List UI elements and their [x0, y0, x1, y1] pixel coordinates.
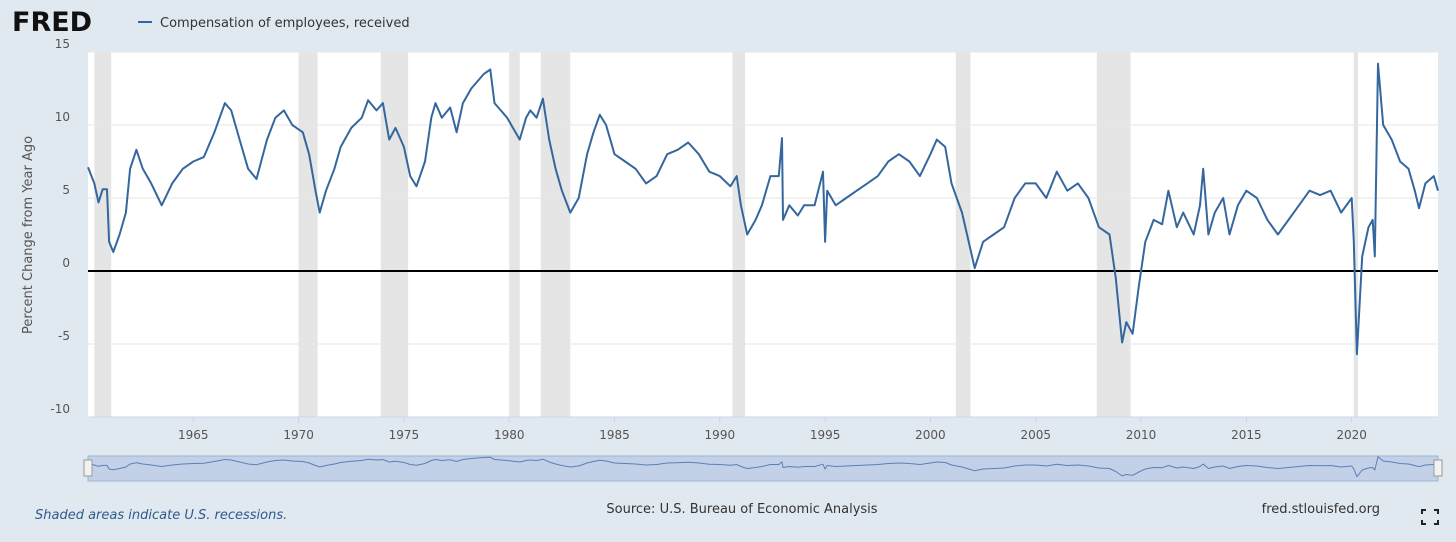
recession-band — [298, 52, 318, 417]
fullscreen-icon[interactable] — [1421, 509, 1439, 525]
y-axis-label: Percent Change from Year Ago — [21, 136, 36, 334]
x-tick-label: 1995 — [810, 428, 841, 442]
source: Source: U.S. Bureau of Economic Analysis — [606, 502, 877, 517]
y-tick-label: 10 — [55, 110, 70, 124]
recession-band — [94, 52, 112, 417]
logo: FRED — [12, 7, 92, 38]
x-tick-label: 1975 — [389, 428, 420, 442]
x-tick-label: 1990 — [705, 428, 736, 442]
x-tick-label: 2015 — [1231, 428, 1262, 442]
navigator-handle[interactable] — [83, 459, 93, 477]
y-tick-label: 5 — [62, 183, 70, 197]
x-tick-label: 2005 — [1020, 428, 1051, 442]
navigator — [87, 455, 1439, 482]
y-tick-label: -10 — [50, 402, 70, 416]
x-tick-label: 1970 — [283, 428, 314, 442]
legend-label: Compensation of employees, received — [160, 16, 410, 31]
navigator-handle[interactable] — [1433, 459, 1443, 477]
site-link[interactable]: fred.stlouisfed.org — [1262, 502, 1380, 517]
recession-band — [380, 52, 409, 417]
recession-band — [732, 52, 746, 417]
recession-band — [509, 52, 520, 417]
x-tick-label: 1980 — [494, 428, 525, 442]
x-tick-label: 2020 — [1336, 428, 1367, 442]
x-tick-label: 2000 — [915, 428, 946, 442]
series-line — [87, 62, 1439, 356]
x-tick-label: 2010 — [1126, 428, 1157, 442]
y-tick-label: 15 — [55, 37, 70, 51]
y-tick-label: -5 — [58, 329, 70, 343]
x-tick-label: 1985 — [599, 428, 630, 442]
recession-band — [955, 52, 971, 417]
plot-area — [88, 52, 1438, 417]
recession-note: Shaded areas indicate U.S. recessions. — [35, 508, 287, 523]
recession-band — [540, 52, 571, 417]
recession-band — [1353, 52, 1358, 417]
x-tick-label: 1965 — [178, 428, 209, 442]
navigator-line — [87, 456, 1439, 478]
y-tick-label: 0 — [62, 256, 70, 270]
recession-band — [1096, 52, 1131, 417]
